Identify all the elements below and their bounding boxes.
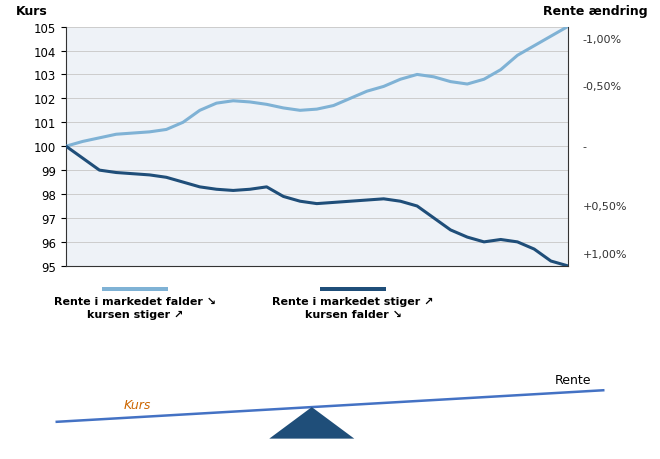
- Text: Kurs: Kurs: [16, 5, 48, 18]
- Text: Rente: Rente: [554, 373, 591, 386]
- Text: -0,50%: -0,50%: [583, 82, 622, 92]
- Text: Rente ændring: Rente ændring: [543, 5, 648, 18]
- Text: Kurs: Kurs: [123, 398, 151, 411]
- Text: kursen falder ↘: kursen falder ↘: [305, 309, 401, 319]
- Text: kursen stiger ↗: kursen stiger ↗: [87, 309, 183, 319]
- Text: -1,00%: -1,00%: [583, 34, 622, 45]
- Text: Rente i markedet stiger ↗: Rente i markedet stiger ↗: [273, 296, 434, 306]
- Text: Rente i markedet falder ↘: Rente i markedet falder ↘: [54, 296, 216, 306]
- Text: +1,00%: +1,00%: [583, 249, 627, 259]
- Polygon shape: [269, 407, 354, 439]
- Text: -: -: [583, 142, 587, 152]
- Text: +0,50%: +0,50%: [583, 202, 627, 212]
